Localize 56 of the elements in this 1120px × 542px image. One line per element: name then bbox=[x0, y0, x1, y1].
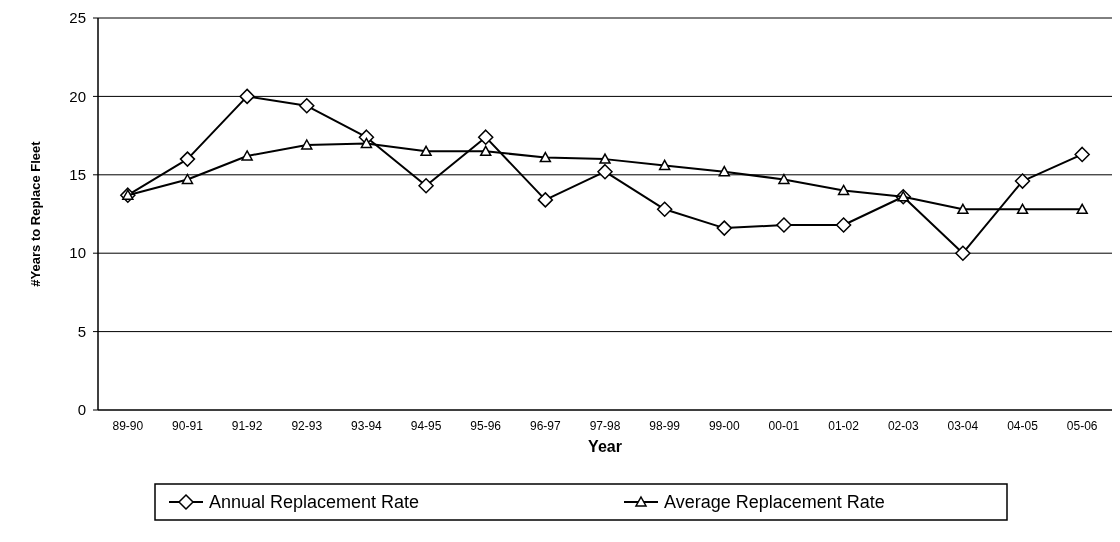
x-tick-label: 00-01 bbox=[768, 419, 800, 433]
x-tick-label: 01-02 bbox=[828, 419, 860, 433]
point bbox=[181, 173, 194, 185]
x-tick-label: 96-97 bbox=[530, 419, 562, 433]
x-tick-label: 99-00 bbox=[708, 419, 740, 433]
y-tick-label: 20 bbox=[69, 87, 86, 105]
point bbox=[420, 145, 432, 157]
point bbox=[957, 203, 969, 215]
point bbox=[477, 129, 494, 145]
x-tick-label: 05-06 bbox=[1066, 419, 1098, 433]
x-tick-label: 92-93 bbox=[291, 419, 323, 433]
x-axis-title: Year bbox=[588, 438, 622, 455]
x-tick-label: 95-96 bbox=[470, 419, 502, 433]
point bbox=[179, 151, 196, 167]
y-tick-label: 5 bbox=[77, 322, 86, 340]
y-axis-title: #Years to Replace Fleet bbox=[28, 140, 43, 287]
x-tick-label: 94-95 bbox=[410, 419, 442, 433]
point bbox=[241, 150, 253, 161]
point bbox=[718, 165, 731, 177]
x-tick-label: 03-04 bbox=[947, 419, 979, 433]
point bbox=[835, 217, 852, 233]
y-tick-label: 25 bbox=[69, 9, 86, 27]
point bbox=[599, 153, 611, 164]
point bbox=[1016, 203, 1029, 215]
x-tick-label: 90-91 bbox=[172, 419, 204, 433]
x-tick-label: 93-94 bbox=[351, 419, 383, 433]
point bbox=[778, 173, 790, 185]
point bbox=[539, 151, 552, 163]
point bbox=[418, 178, 434, 194]
point bbox=[597, 163, 613, 180]
point bbox=[360, 137, 373, 149]
x-tick-label: 98-99 bbox=[649, 419, 681, 433]
x-tick-label: 02-03 bbox=[887, 419, 919, 433]
point bbox=[537, 192, 554, 208]
point bbox=[1074, 146, 1090, 163]
point bbox=[837, 184, 850, 196]
x-tick-label: 04-05 bbox=[1007, 419, 1039, 433]
point bbox=[658, 159, 671, 171]
point bbox=[776, 217, 792, 233]
x-tick-label: 91-92 bbox=[231, 419, 263, 433]
point bbox=[301, 139, 313, 150]
legend-label: Average Replacement Rate bbox=[664, 492, 885, 513]
y-tick-label: 0 bbox=[77, 401, 86, 419]
y-tick-label: 15 bbox=[69, 166, 86, 184]
point bbox=[716, 220, 733, 236]
point bbox=[656, 201, 673, 218]
x-tick-label: 89-90 bbox=[112, 419, 144, 433]
point bbox=[955, 245, 971, 261]
y-tick-label: 10 bbox=[69, 244, 86, 262]
point bbox=[299, 98, 315, 114]
point bbox=[1076, 203, 1088, 215]
point bbox=[479, 145, 492, 157]
legend-label: Annual Replacement Rate bbox=[209, 492, 420, 513]
x-tick-label: 97-98 bbox=[589, 419, 621, 433]
point bbox=[1014, 173, 1031, 189]
point bbox=[239, 88, 255, 105]
